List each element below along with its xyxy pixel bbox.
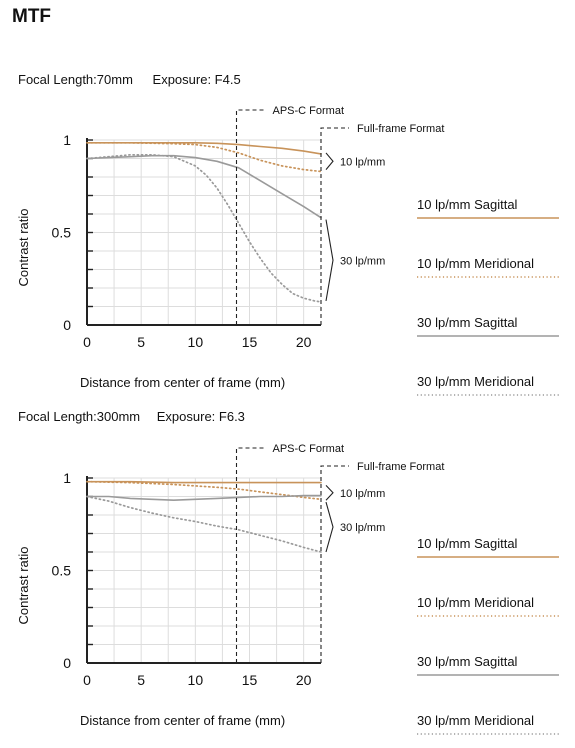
series-line-30-lp-mm-sagittal bbox=[86, 494, 322, 502]
y-tick-label: 1 bbox=[63, 132, 71, 148]
y-tick-label: 0.5 bbox=[52, 225, 72, 241]
y-tick-label: 0 bbox=[63, 317, 71, 333]
y-tick-label: 1 bbox=[63, 470, 71, 486]
format-marker-label: Full-frame Format bbox=[357, 461, 444, 473]
y-tick-label: 0.5 bbox=[52, 563, 72, 579]
legend-label: 10 lp/mm Meridional bbox=[417, 595, 534, 610]
page-title: MTF bbox=[12, 6, 52, 27]
legend-label: 30 lp/mm Meridional bbox=[417, 374, 534, 389]
legend: 10 lp/mm Sagittal 10 lp/mm Meridional 30 l… bbox=[417, 536, 559, 735]
group-label: 30 lp/mm bbox=[340, 255, 385, 267]
series-line-30-lp-mm-meridional bbox=[86, 495, 322, 553]
x-axis-label: Distance from center of frame (mm) bbox=[80, 375, 285, 390]
chart-2-conditions: Focal Length:300mm Exposure: F6.3 bbox=[18, 409, 245, 424]
group-label: 30 lp/mm bbox=[340, 522, 385, 534]
y-tick-label: 0 bbox=[63, 655, 71, 671]
series-line-30-lp-mm-sagittal bbox=[86, 154, 322, 219]
grid bbox=[87, 139, 321, 325]
y-axis-label: Contrast ratio bbox=[16, 546, 31, 624]
format-marker-line bbox=[320, 465, 349, 663]
legend-label: 30 lp/mm Meridional bbox=[417, 713, 534, 728]
grid bbox=[87, 477, 321, 663]
chart-2-exposure: Exposure: F6.3 bbox=[156, 409, 245, 424]
chart-1-exposure: Exposure: F4.5 bbox=[152, 72, 241, 87]
legend-label: 10 lp/mm Sagittal bbox=[417, 536, 518, 551]
x-tick-label: 5 bbox=[137, 334, 145, 350]
group-brace bbox=[325, 501, 334, 553]
x-tick-label: 15 bbox=[242, 672, 258, 688]
legend: 10 lp/mm Sagittal 10 lp/mm Meridional 30 l… bbox=[417, 197, 559, 396]
legend-label: 30 lp/mm Sagittal bbox=[417, 654, 518, 669]
group-label: 10 lp/mm bbox=[340, 156, 385, 168]
y-axis-label: Contrast ratio bbox=[16, 208, 31, 286]
chart-2-focal-length: Focal Length:300mm bbox=[18, 409, 141, 424]
x-tick-label: 10 bbox=[188, 672, 204, 688]
x-tick-label: 15 bbox=[242, 334, 258, 350]
format-marker-label: APS-C Format bbox=[273, 443, 345, 455]
legend-label: 10 lp/mm Meridional bbox=[417, 256, 534, 271]
series-line-10-lp-mm-meridional bbox=[86, 141, 322, 173]
x-tick-label: 0 bbox=[83, 334, 91, 350]
group-brace bbox=[325, 219, 334, 302]
x-tick-label: 10 bbox=[188, 334, 204, 350]
x-tick-label: 0 bbox=[83, 672, 91, 688]
format-marker-label: APS-C Format bbox=[273, 105, 345, 117]
legend-label: 10 lp/mm Sagittal bbox=[417, 197, 518, 212]
group-label: 10 lp/mm bbox=[340, 488, 385, 500]
x-tick-label: 20 bbox=[296, 672, 312, 688]
group-brace bbox=[325, 152, 334, 170]
format-marker-line bbox=[320, 127, 349, 325]
format-marker-label: Full-frame Format bbox=[357, 123, 444, 135]
x-axis-label: Distance from center of frame (mm) bbox=[80, 713, 285, 728]
series-line-30-lp-mm-meridional bbox=[86, 153, 322, 303]
x-tick-label: 20 bbox=[296, 334, 312, 350]
format-marker-line bbox=[235, 109, 265, 325]
series-line-10-lp-mm-sagittal bbox=[86, 480, 322, 484]
x-tick-label: 5 bbox=[137, 672, 145, 688]
series-line-10-lp-mm-sagittal bbox=[86, 142, 322, 155]
chart-1-focal-length: Focal Length:70mm bbox=[18, 72, 133, 87]
chart-1-conditions: Focal Length:70mm Exposure: F4.5 bbox=[18, 72, 241, 87]
group-brace bbox=[325, 485, 334, 501]
legend-label: 30 lp/mm Sagittal bbox=[417, 315, 518, 330]
format-marker-line bbox=[235, 447, 265, 663]
